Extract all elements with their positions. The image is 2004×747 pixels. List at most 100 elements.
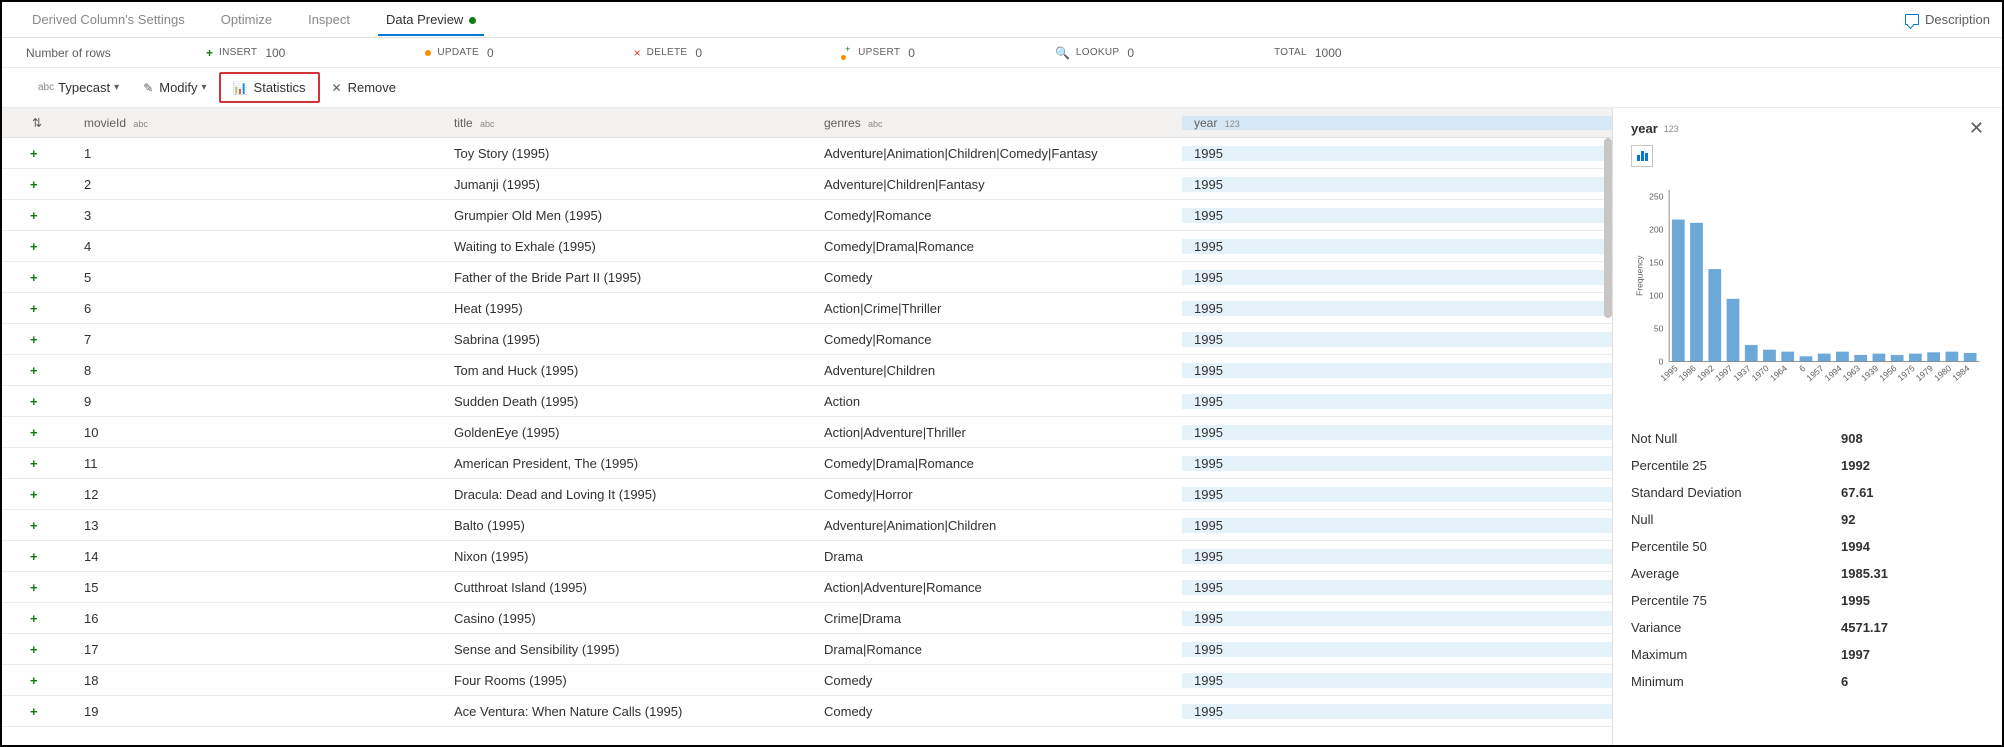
table-row[interactable]: +4Waiting to Exhale (1995)Comedy|Drama|R… xyxy=(2,231,1612,262)
tab-optimize[interactable]: Optimize xyxy=(203,4,290,35)
col-title[interactable]: title abc xyxy=(442,116,812,130)
stat-value: 908 xyxy=(1841,431,1863,446)
close-panel-button[interactable]: ✕ xyxy=(1969,118,1984,139)
sort-header[interactable]: ⇅ xyxy=(2,116,72,130)
table-row[interactable]: +8Tom and Huck (1995)Adventure|Children1… xyxy=(2,355,1612,386)
row-plus-icon: + xyxy=(2,518,72,533)
table-row[interactable]: +3Grumpier Old Men (1995)Comedy|Romance1… xyxy=(2,200,1612,231)
description-button[interactable]: Description xyxy=(1905,12,1990,27)
stat-value: 1995 xyxy=(1841,593,1870,608)
cell-movieid: 8 xyxy=(72,363,442,378)
cell-movieid: 15 xyxy=(72,580,442,595)
stats-row: Standard Deviation67.61 xyxy=(1631,479,1984,506)
table-row[interactable]: +11American President, The (1995)Comedy|… xyxy=(2,448,1612,479)
row-plus-icon: + xyxy=(2,146,72,161)
modify-button[interactable]: ✎ Modify ▾ xyxy=(131,74,218,101)
cell-genres: Adventure|Animation|Children xyxy=(812,518,1182,533)
stats-icon: 📊 xyxy=(233,81,248,95)
tab-data-preview[interactable]: Data Preview xyxy=(368,4,494,35)
stat-value: 1994 xyxy=(1841,539,1870,554)
rows-label: Number of rows xyxy=(26,46,206,60)
chevron-down-icon: ▾ xyxy=(202,82,207,93)
upsert-icon xyxy=(842,48,852,58)
table-row[interactable]: +14Nixon (1995)Drama1995 xyxy=(2,541,1612,572)
table-row[interactable]: +2Jumanji (1995)Adventure|Children|Fanta… xyxy=(2,169,1612,200)
cell-genres: Action xyxy=(812,394,1182,409)
typecast-button[interactable]: abc Typecast ▾ xyxy=(26,74,131,101)
table-row[interactable]: +6Heat (1995)Action|Crime|Thriller1995 xyxy=(2,293,1612,324)
cell-title: Four Rooms (1995) xyxy=(442,673,812,688)
cell-movieid: 13 xyxy=(72,518,442,533)
cell-title: Father of the Bride Part II (1995) xyxy=(442,270,812,285)
stat-value: 67.61 xyxy=(1841,485,1874,500)
abc-icon: abc xyxy=(38,82,54,93)
stats-row: Not Null908 xyxy=(1631,425,1984,452)
tab-derived-column-s-settings[interactable]: Derived Column's Settings xyxy=(14,4,203,35)
svg-text:Frequency: Frequency xyxy=(1634,255,1644,296)
cell-genres: Adventure|Children|Fantasy xyxy=(812,177,1182,192)
table-row[interactable]: +17Sense and Sensibility (1995)Drama|Rom… xyxy=(2,634,1612,665)
cell-year: 1995 xyxy=(1182,332,1612,347)
table-row[interactable]: +5Father of the Bride Part II (1995)Come… xyxy=(2,262,1612,293)
table-header: ⇅ movieId abc title abc genres abc year … xyxy=(2,108,1612,138)
table-row[interactable]: +10GoldenEye (1995)Action|Adventure|Thri… xyxy=(2,417,1612,448)
cell-year: 1995 xyxy=(1182,301,1612,316)
status-dot-icon xyxy=(469,17,476,24)
table-row[interactable]: +16Casino (1995)Crime|Drama1995 xyxy=(2,603,1612,634)
remove-button[interactable]: ✕ Remove xyxy=(320,74,408,101)
table-row[interactable]: +12Dracula: Dead and Loving It (1995)Com… xyxy=(2,479,1612,510)
cell-year: 1995 xyxy=(1182,642,1612,657)
cell-genres: Drama xyxy=(812,549,1182,564)
svg-text:1939: 1939 xyxy=(1859,363,1880,383)
cell-genres: Comedy|Romance xyxy=(812,332,1182,347)
frequency-chart: 050100150200250Frequency1995199619921997… xyxy=(1631,175,1984,405)
stats-row: Percentile 501994 xyxy=(1631,533,1984,560)
histogram-toggle[interactable] xyxy=(1631,145,1653,167)
row-plus-icon: + xyxy=(2,394,72,409)
row-plus-icon: + xyxy=(2,332,72,347)
row-plus-icon: + xyxy=(2,704,72,719)
row-plus-icon: + xyxy=(2,580,72,595)
table-row[interactable]: +15Cutthroat Island (1995)Action|Adventu… xyxy=(2,572,1612,603)
stats-row: Variance4571.17 xyxy=(1631,614,1984,641)
stats-row: Percentile 751995 xyxy=(1631,587,1984,614)
info-bar: Number of rows + INSERT 100 UPDATE 0 × D… xyxy=(2,38,2002,68)
stat-value: 4571.17 xyxy=(1841,620,1888,635)
svg-text:1979: 1979 xyxy=(1914,363,1935,383)
stats-row: Minimum6 xyxy=(1631,668,1984,695)
cell-year: 1995 xyxy=(1182,518,1612,533)
cell-title: Heat (1995) xyxy=(442,301,812,316)
col-genres[interactable]: genres abc xyxy=(812,116,1182,130)
stat-key: Percentile 50 xyxy=(1631,539,1841,554)
cell-year: 1995 xyxy=(1182,704,1612,719)
cell-movieid: 1 xyxy=(72,146,442,161)
cell-genres: Comedy|Romance xyxy=(812,208,1182,223)
table-row[interactable]: +7Sabrina (1995)Comedy|Romance1995 xyxy=(2,324,1612,355)
row-plus-icon: + xyxy=(2,363,72,378)
col-movieid[interactable]: movieId abc xyxy=(72,116,442,130)
table-row[interactable]: +19Ace Ventura: When Nature Calls (1995)… xyxy=(2,696,1612,727)
stat-value: 1992 xyxy=(1841,458,1870,473)
cell-genres: Action|Adventure|Romance xyxy=(812,580,1182,595)
cell-movieid: 4 xyxy=(72,239,442,254)
table-row[interactable]: +1Toy Story (1995)Adventure|Animation|Ch… xyxy=(2,138,1612,169)
scrollbar[interactable] xyxy=(1604,138,1612,318)
cell-year: 1995 xyxy=(1182,549,1612,564)
statistics-button[interactable]: 📊 Statistics xyxy=(219,72,320,103)
cell-year: 1995 xyxy=(1182,208,1612,223)
svg-text:200: 200 xyxy=(1649,224,1664,234)
svg-text:6: 6 xyxy=(1797,363,1807,374)
cell-genres: Crime|Drama xyxy=(812,611,1182,626)
tab-inspect[interactable]: Inspect xyxy=(290,4,368,35)
search-icon: 🔍 xyxy=(1055,46,1070,60)
cell-year: 1995 xyxy=(1182,611,1612,626)
table-row[interactable]: +13Balto (1995)Adventure|Animation|Child… xyxy=(2,510,1612,541)
cell-movieid: 6 xyxy=(72,301,442,316)
svg-text:1984: 1984 xyxy=(1950,363,1971,383)
table-row[interactable]: +9Sudden Death (1995)Action1995 xyxy=(2,386,1612,417)
stat-key: Percentile 25 xyxy=(1631,458,1841,473)
svg-text:250: 250 xyxy=(1649,191,1664,201)
cell-movieid: 12 xyxy=(72,487,442,502)
col-year[interactable]: year 123 xyxy=(1182,116,1612,130)
table-row[interactable]: +18Four Rooms (1995)Comedy1995 xyxy=(2,665,1612,696)
